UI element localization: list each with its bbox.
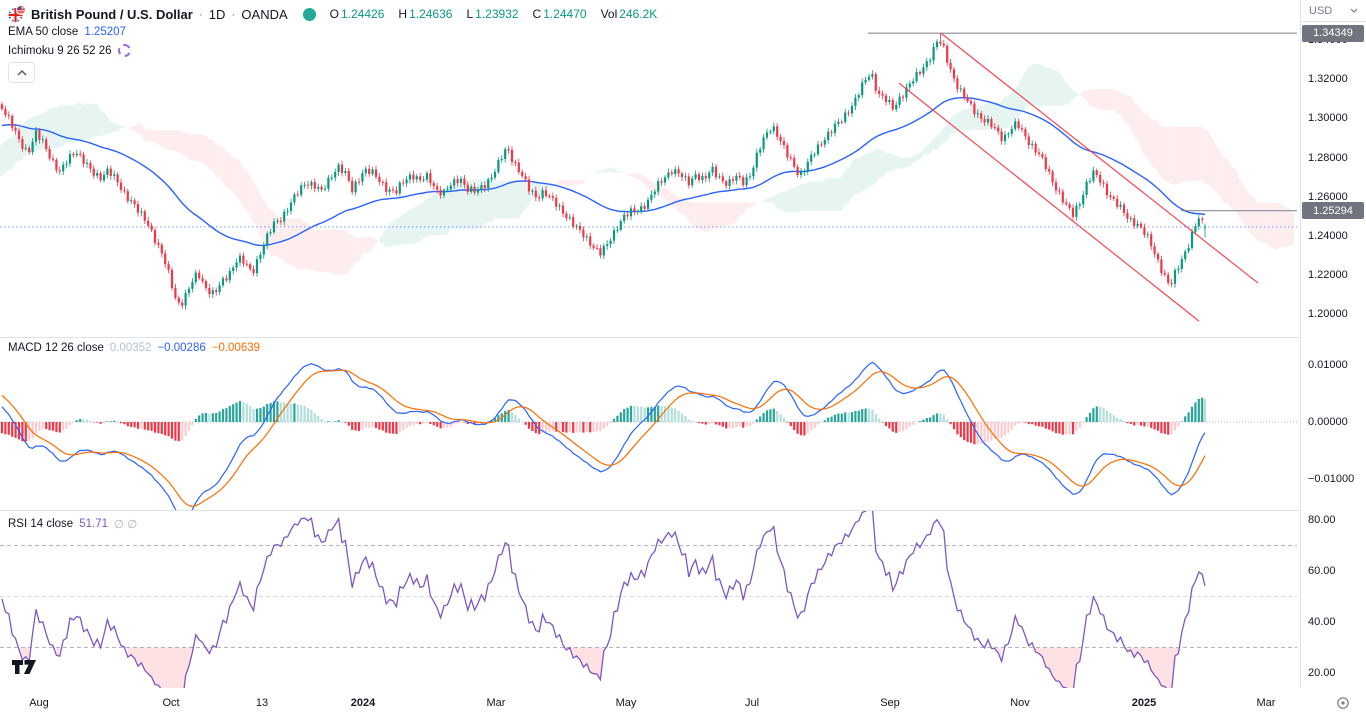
macd-panel bbox=[0, 361, 1297, 510]
price-level-badge: 1.34349 bbox=[1302, 24, 1364, 42]
collapse-legend-button[interactable] bbox=[8, 62, 35, 83]
ema-title: EMA 50 close bbox=[8, 26, 79, 38]
currency-selector[interactable]: USD bbox=[1301, 0, 1366, 22]
ichimoku-legend[interactable]: Ichimoku 9 26 52 26 bbox=[8, 44, 131, 57]
ema-legend[interactable]: EMA 50 close 1.25207 bbox=[8, 26, 126, 38]
price-axis-tick: 1.22000 bbox=[1308, 269, 1348, 282]
time-axis-label: 2024 bbox=[350, 697, 376, 709]
time-axis-label: Mar bbox=[486, 697, 506, 709]
price-axis-tick: 1.20000 bbox=[1308, 308, 1348, 321]
price-axis-tick: 1.32000 bbox=[1308, 73, 1348, 86]
time-axis-label: May bbox=[615, 697, 637, 709]
macd-axis-tick: −0.01000 bbox=[1308, 472, 1355, 485]
macd-axis-tick: 0.00000 bbox=[1308, 415, 1348, 428]
scroll-to-realtime-icon[interactable] bbox=[1336, 696, 1350, 710]
rsi-axis-tick: 60.00 bbox=[1308, 564, 1336, 577]
currency-label: USD bbox=[1309, 4, 1333, 17]
price-axis-tick: 1.30000 bbox=[1308, 112, 1348, 125]
volume-value: Vol 246.2K bbox=[600, 7, 658, 21]
rsi-axis-tick: 20.00 bbox=[1308, 666, 1336, 679]
panel-separator[interactable] bbox=[0, 510, 1366, 511]
rsi-axis-tick: 80.00 bbox=[1308, 513, 1336, 526]
macd-hist-value: 0.00352 bbox=[109, 342, 152, 354]
time-axis-label: Sep bbox=[880, 697, 900, 709]
price-axis-tick: 1.26000 bbox=[1308, 190, 1348, 203]
price-panel bbox=[0, 32, 1297, 322]
ema-value: 1.25207 bbox=[84, 26, 126, 38]
price-level-badge: 1.25294 bbox=[1302, 202, 1364, 220]
rsi-panel bbox=[0, 510, 1297, 688]
time-axis-label: Mar bbox=[1256, 697, 1276, 709]
exchange-label: OANDA bbox=[241, 6, 288, 22]
ohlc-open: O 1.24426 bbox=[329, 7, 385, 21]
ohlc-low: L 1.23932 bbox=[466, 7, 519, 21]
rsi-empty-values: ∅ ∅ bbox=[113, 519, 138, 531]
time-axis-label: Nov bbox=[1010, 697, 1030, 709]
symbol-icon bbox=[8, 5, 26, 23]
macd-signal-value: −0.00639 bbox=[211, 342, 261, 354]
symbol-title: British Pound / U.S. Dollar bbox=[31, 6, 193, 22]
time-axis-label: Aug bbox=[29, 697, 49, 709]
time-axis[interactable]: Aug Oct 13 2024 Mar May Jul Sep Nov 2025 Mar bbox=[0, 688, 1366, 719]
panel-separator[interactable] bbox=[0, 337, 1366, 338]
chevron-down-icon bbox=[1350, 8, 1358, 13]
price-axis-tick: 1.24000 bbox=[1308, 230, 1348, 243]
chevron-up-icon bbox=[17, 69, 26, 75]
macd-line-value: −0.00286 bbox=[157, 342, 206, 354]
ohlc-close: C 1.24470 bbox=[532, 7, 587, 21]
rsi-axis-tick: 40.00 bbox=[1308, 615, 1336, 628]
macd-title: MACD 12 26 close bbox=[8, 342, 104, 354]
tradingview-logo[interactable] bbox=[12, 660, 37, 674]
price-axis-tick: 1.28000 bbox=[1308, 151, 1348, 164]
trend-channel-line bbox=[898, 82, 1200, 322]
ohlc-high: H 1.24636 bbox=[398, 7, 453, 21]
ichimoku-title: Ichimoku 9 26 52 26 bbox=[8, 44, 112, 57]
ichimoku-status-icon bbox=[117, 44, 131, 57]
macd-axis-tick: 0.01000 bbox=[1308, 358, 1348, 371]
price-axis[interactable]: USD 1.340001.320001.300001.280001.260001… bbox=[1300, 0, 1366, 688]
interval-label[interactable]: 1D bbox=[208, 6, 226, 22]
rsi-legend[interactable]: RSI 14 close 51.71 ∅ ∅ bbox=[8, 517, 137, 531]
symbol-legend[interactable]: British Pound / U.S. Dollar · 1D · OANDA… bbox=[8, 5, 657, 23]
time-axis-label: Jul bbox=[744, 697, 760, 709]
market-status-icon[interactable] bbox=[302, 7, 316, 21]
time-axis-label: Oct bbox=[162, 697, 180, 709]
trend-channel-line bbox=[940, 32, 1259, 284]
rsi-value: 51.71 bbox=[79, 518, 108, 530]
macd-legend[interactable]: MACD 12 26 close 0.00352 −0.00286 −0.006… bbox=[8, 342, 260, 354]
time-axis-label: 13 bbox=[255, 697, 269, 709]
rsi-title: RSI 14 close bbox=[8, 518, 74, 530]
time-axis-label: 2025 bbox=[1131, 697, 1157, 709]
